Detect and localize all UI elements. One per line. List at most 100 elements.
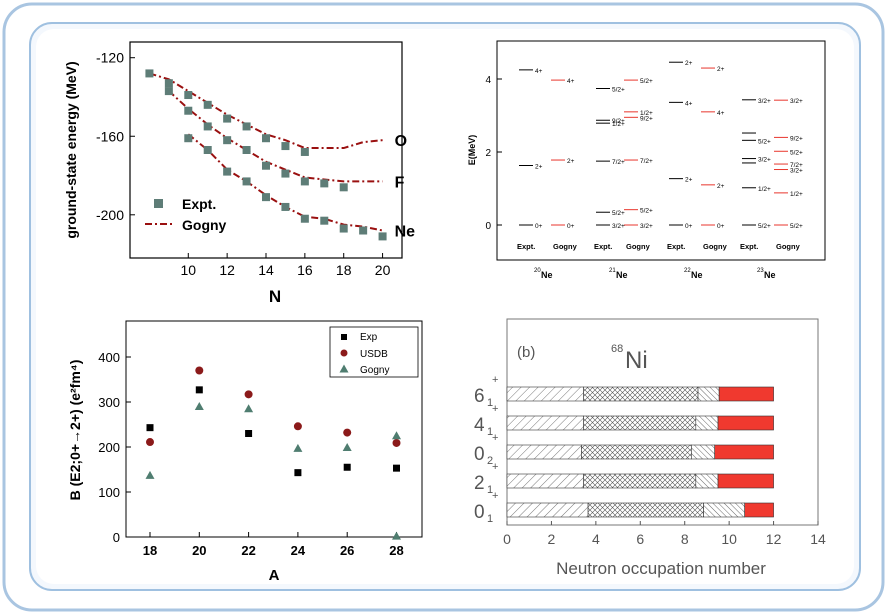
state-sup: + <box>492 490 498 502</box>
expt-level-label: 0+ <box>535 223 543 230</box>
expt-point-O <box>184 91 193 100</box>
x-tick-label: 12 <box>219 262 235 278</box>
gogny-point-extra <box>392 531 401 540</box>
col-label-gogny: Gogny <box>776 242 801 251</box>
y-tick-label: 100 <box>98 485 120 500</box>
gogny-level-label: 3/2+ <box>640 223 653 230</box>
expt-point-F <box>320 179 329 188</box>
legend-gogny-label: Gogny <box>182 217 227 233</box>
x-tick-label: 20 <box>192 543 206 558</box>
usdb-point <box>146 438 154 447</box>
y-axis-label: E(MeV) <box>467 135 477 166</box>
usdb-point <box>293 422 302 431</box>
x-tick-label: 2 <box>548 531 556 547</box>
bar-segment <box>583 415 697 431</box>
nucleus-mass: 22 <box>684 268 691 274</box>
x-tick-label: 14 <box>258 262 274 278</box>
series-label-Ne: Ne <box>395 224 416 241</box>
expt-point-F <box>203 122 212 131</box>
expt-level-label: 5/2+ <box>612 210 625 217</box>
exp-point <box>294 469 302 477</box>
bar-segment <box>718 386 774 402</box>
col-label-gogny: Gogny <box>703 242 728 251</box>
expt-point-F <box>262 161 270 170</box>
nucleus-symbol: Ni <box>625 347 648 374</box>
gogny-point <box>194 402 204 410</box>
y-tick-label: 0 <box>113 530 120 545</box>
expt-level-label: 4+ <box>535 68 543 75</box>
expt-level-label: 7/2+ <box>612 159 625 166</box>
state-sub: 2 <box>487 455 493 467</box>
expt-point-O <box>300 147 309 156</box>
nucleus-mass: 23 <box>757 268 764 274</box>
expt-level-label: 5/2+ <box>758 223 771 230</box>
x-axis-label: N <box>269 287 281 306</box>
bar-segment <box>506 444 582 460</box>
expt-level-label: 2+ <box>685 60 693 67</box>
expt-point-Ne <box>339 224 348 233</box>
nucleus-symbol: Ne <box>616 270 628 280</box>
expt-level-label: 9/2+ <box>612 118 625 125</box>
exp-point <box>245 430 253 437</box>
expt-point-Ne <box>242 177 251 186</box>
state-label: 0 <box>474 502 485 523</box>
state-sup: + <box>492 461 498 473</box>
col-label-gogny: Gogny <box>553 242 578 251</box>
x-axis-label: A <box>269 567 280 584</box>
expt-level-label: 0+ <box>685 223 693 230</box>
usdb-point <box>343 428 352 437</box>
exp-point <box>393 464 400 472</box>
expt-level-label: 2+ <box>685 177 693 184</box>
state-sub: 1 <box>487 426 493 438</box>
gogny-level-label: 4+ <box>567 78 575 85</box>
bar-segment <box>691 444 716 460</box>
be2-panel: 0 100 200 300 400 18 20 22 24 26 28 A B (E2;0+→2+) (… <box>67 320 423 584</box>
expt-level-label: 1/2+ <box>758 186 771 193</box>
y-tick-label: 4 <box>485 75 491 86</box>
gogny-point <box>342 442 352 451</box>
series-label-F: F <box>395 174 405 191</box>
y-tick-label: 400 <box>98 350 120 365</box>
gogny-level-label: 5/2+ <box>790 149 803 156</box>
nucleus-mass: 68 <box>611 343 623 355</box>
exp-point <box>195 386 203 394</box>
expt-point-Ne <box>300 214 309 223</box>
bar-segment <box>717 473 774 489</box>
bar-segment <box>581 444 692 460</box>
expt-level-label: 3/2+ <box>758 98 771 105</box>
expt-point-O <box>203 100 212 109</box>
x-tick-label: 16 <box>297 262 313 278</box>
expt-level-label: 3/2+ <box>612 223 625 230</box>
expt-point-Ne <box>203 146 212 154</box>
gogny-level-label: 3/2+ <box>790 168 803 175</box>
gogny-level-label: 7/2+ <box>640 158 653 165</box>
x-tick-label: 26 <box>340 543 354 558</box>
bar-segment <box>744 502 774 518</box>
expt-point-Ne <box>262 193 270 202</box>
state-label: 2 <box>474 473 485 494</box>
bar-segment <box>714 444 774 460</box>
gogny-level-label: 0+ <box>567 223 575 230</box>
y-tick-label: 0 <box>485 221 491 232</box>
expt-point-F <box>223 136 232 145</box>
x-tick-label: 24 <box>291 543 306 558</box>
legend-exp-label: Exp <box>360 332 378 343</box>
nucleus-mass: 20 <box>534 268 541 274</box>
x-tick-label: 4 <box>592 531 600 547</box>
gogny-level-label: 2+ <box>717 183 725 190</box>
gogny-level-label: 7/2+ <box>790 162 803 169</box>
x-tick-label: 14 <box>810 531 826 547</box>
col-label-expt: Expt. <box>740 242 758 251</box>
x-tick-label: 10 <box>721 531 737 547</box>
bar-segment <box>506 473 584 489</box>
state-label: 4 <box>474 415 485 436</box>
x-axis-label: Neutron occupation number <box>556 559 766 578</box>
gogny-level-label: 9/2+ <box>790 135 803 142</box>
y-tick-label: 200 <box>98 440 120 455</box>
expt-level-label: 1/2+ <box>612 121 625 128</box>
x-tick-label: 10 <box>180 262 196 278</box>
x-tick-label: 12 <box>766 531 782 547</box>
exp-point <box>343 463 351 471</box>
